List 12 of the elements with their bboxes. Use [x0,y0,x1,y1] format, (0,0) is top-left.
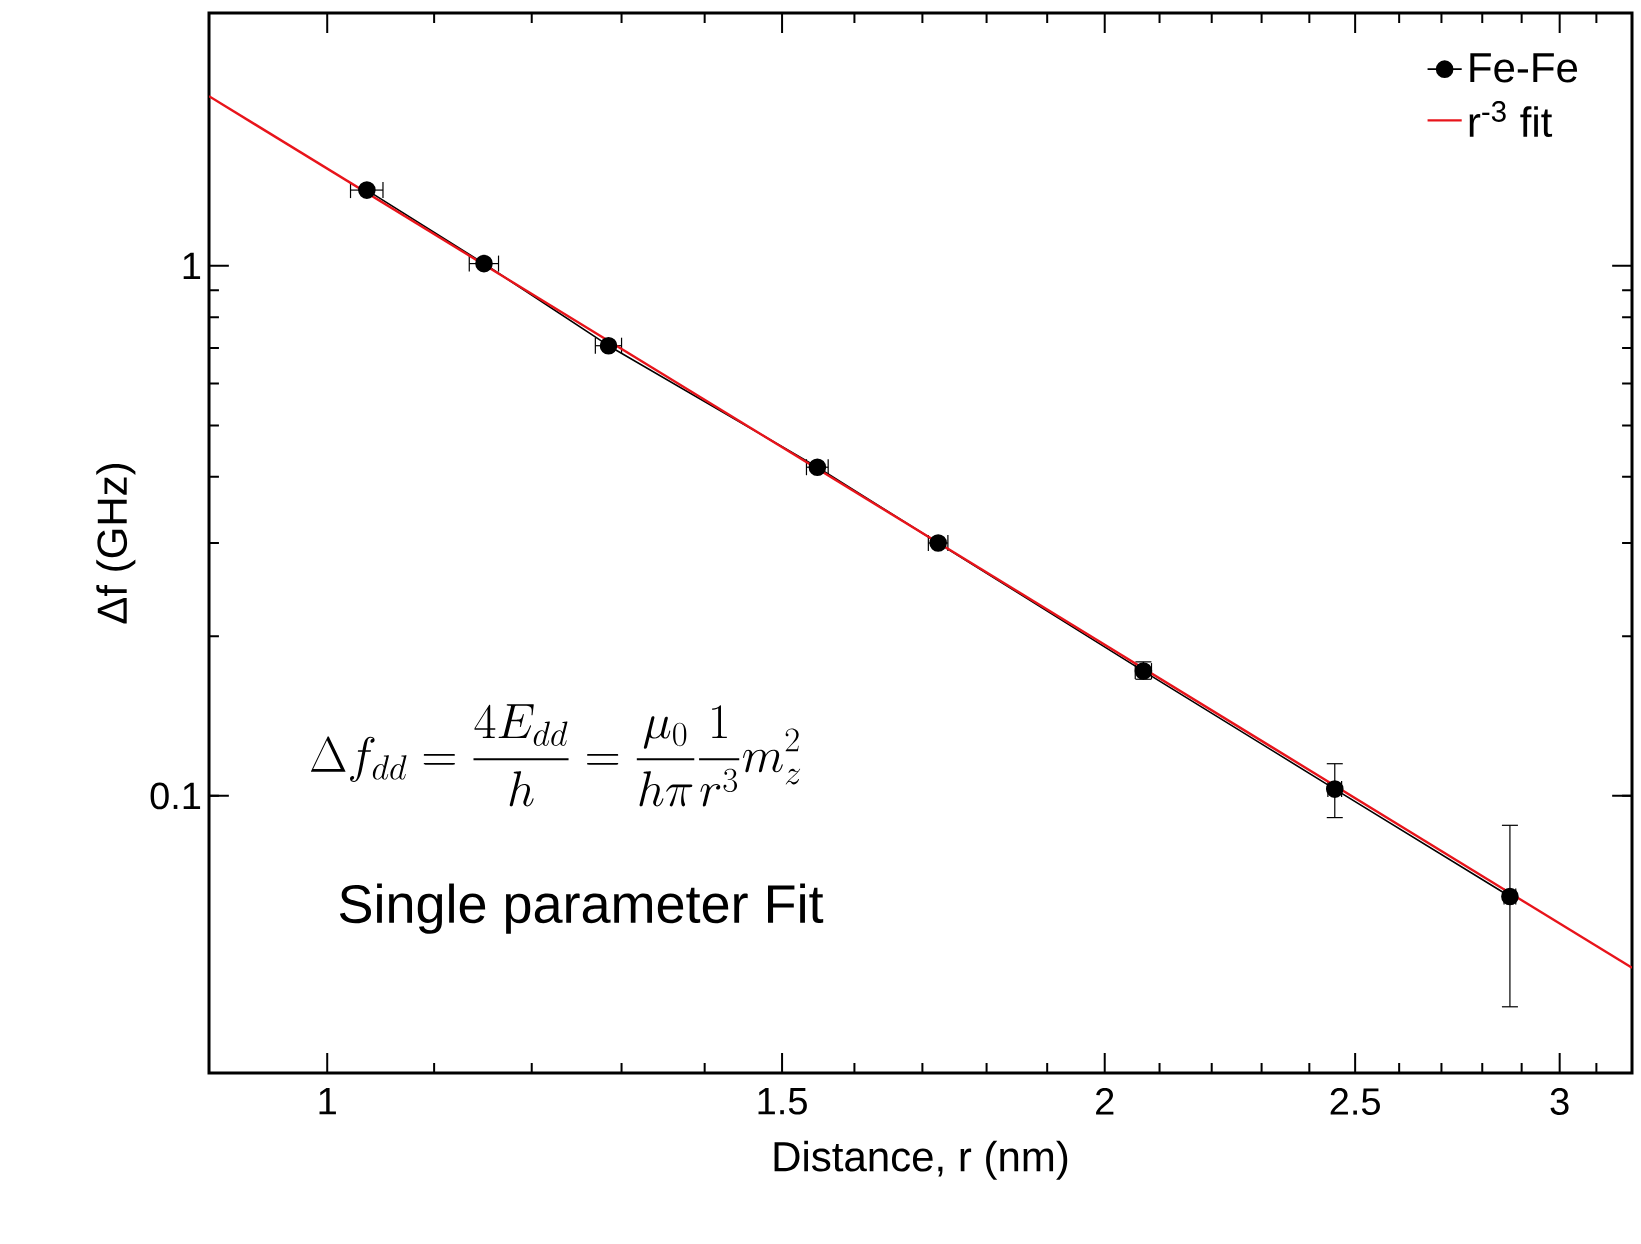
x-tick-label: 1 [319,1088,336,1115]
x-tick-label: 2 [1096,1088,1114,1115]
x-tick-label: 3 [1550,1088,1569,1115]
annotation: Single parameter Fit [339,883,824,934]
legend-label: r$^{-3}$ fit [1469,101,1553,137]
legend-label: Fe-Fe [1470,53,1578,83]
y-axis-title: Δf (GHz) [96,463,136,624]
x-tick-label: 2.5 [1330,1088,1380,1115]
x-axis-title: Distance, r (nm) [774,1140,1068,1180]
annotation: $\Delta f_{dd} = \frac{4E_{dd}}{h} = \frac{\mu_0}{h\pi}\frac{1}{r^3}m_z^2$ [310,704,801,807]
y-tick-label: 0.1 [150,782,201,810]
x-tick-label: 1.5 [758,1088,807,1115]
